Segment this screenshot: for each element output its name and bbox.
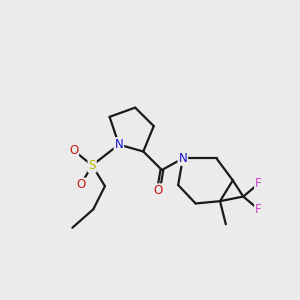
Text: N: N <box>115 138 123 151</box>
Text: N: N <box>178 152 187 165</box>
Text: O: O <box>69 144 78 157</box>
Text: F: F <box>255 203 262 216</box>
Text: F: F <box>255 177 262 190</box>
Text: O: O <box>76 178 85 191</box>
Text: O: O <box>154 184 163 197</box>
Text: S: S <box>88 159 96 172</box>
